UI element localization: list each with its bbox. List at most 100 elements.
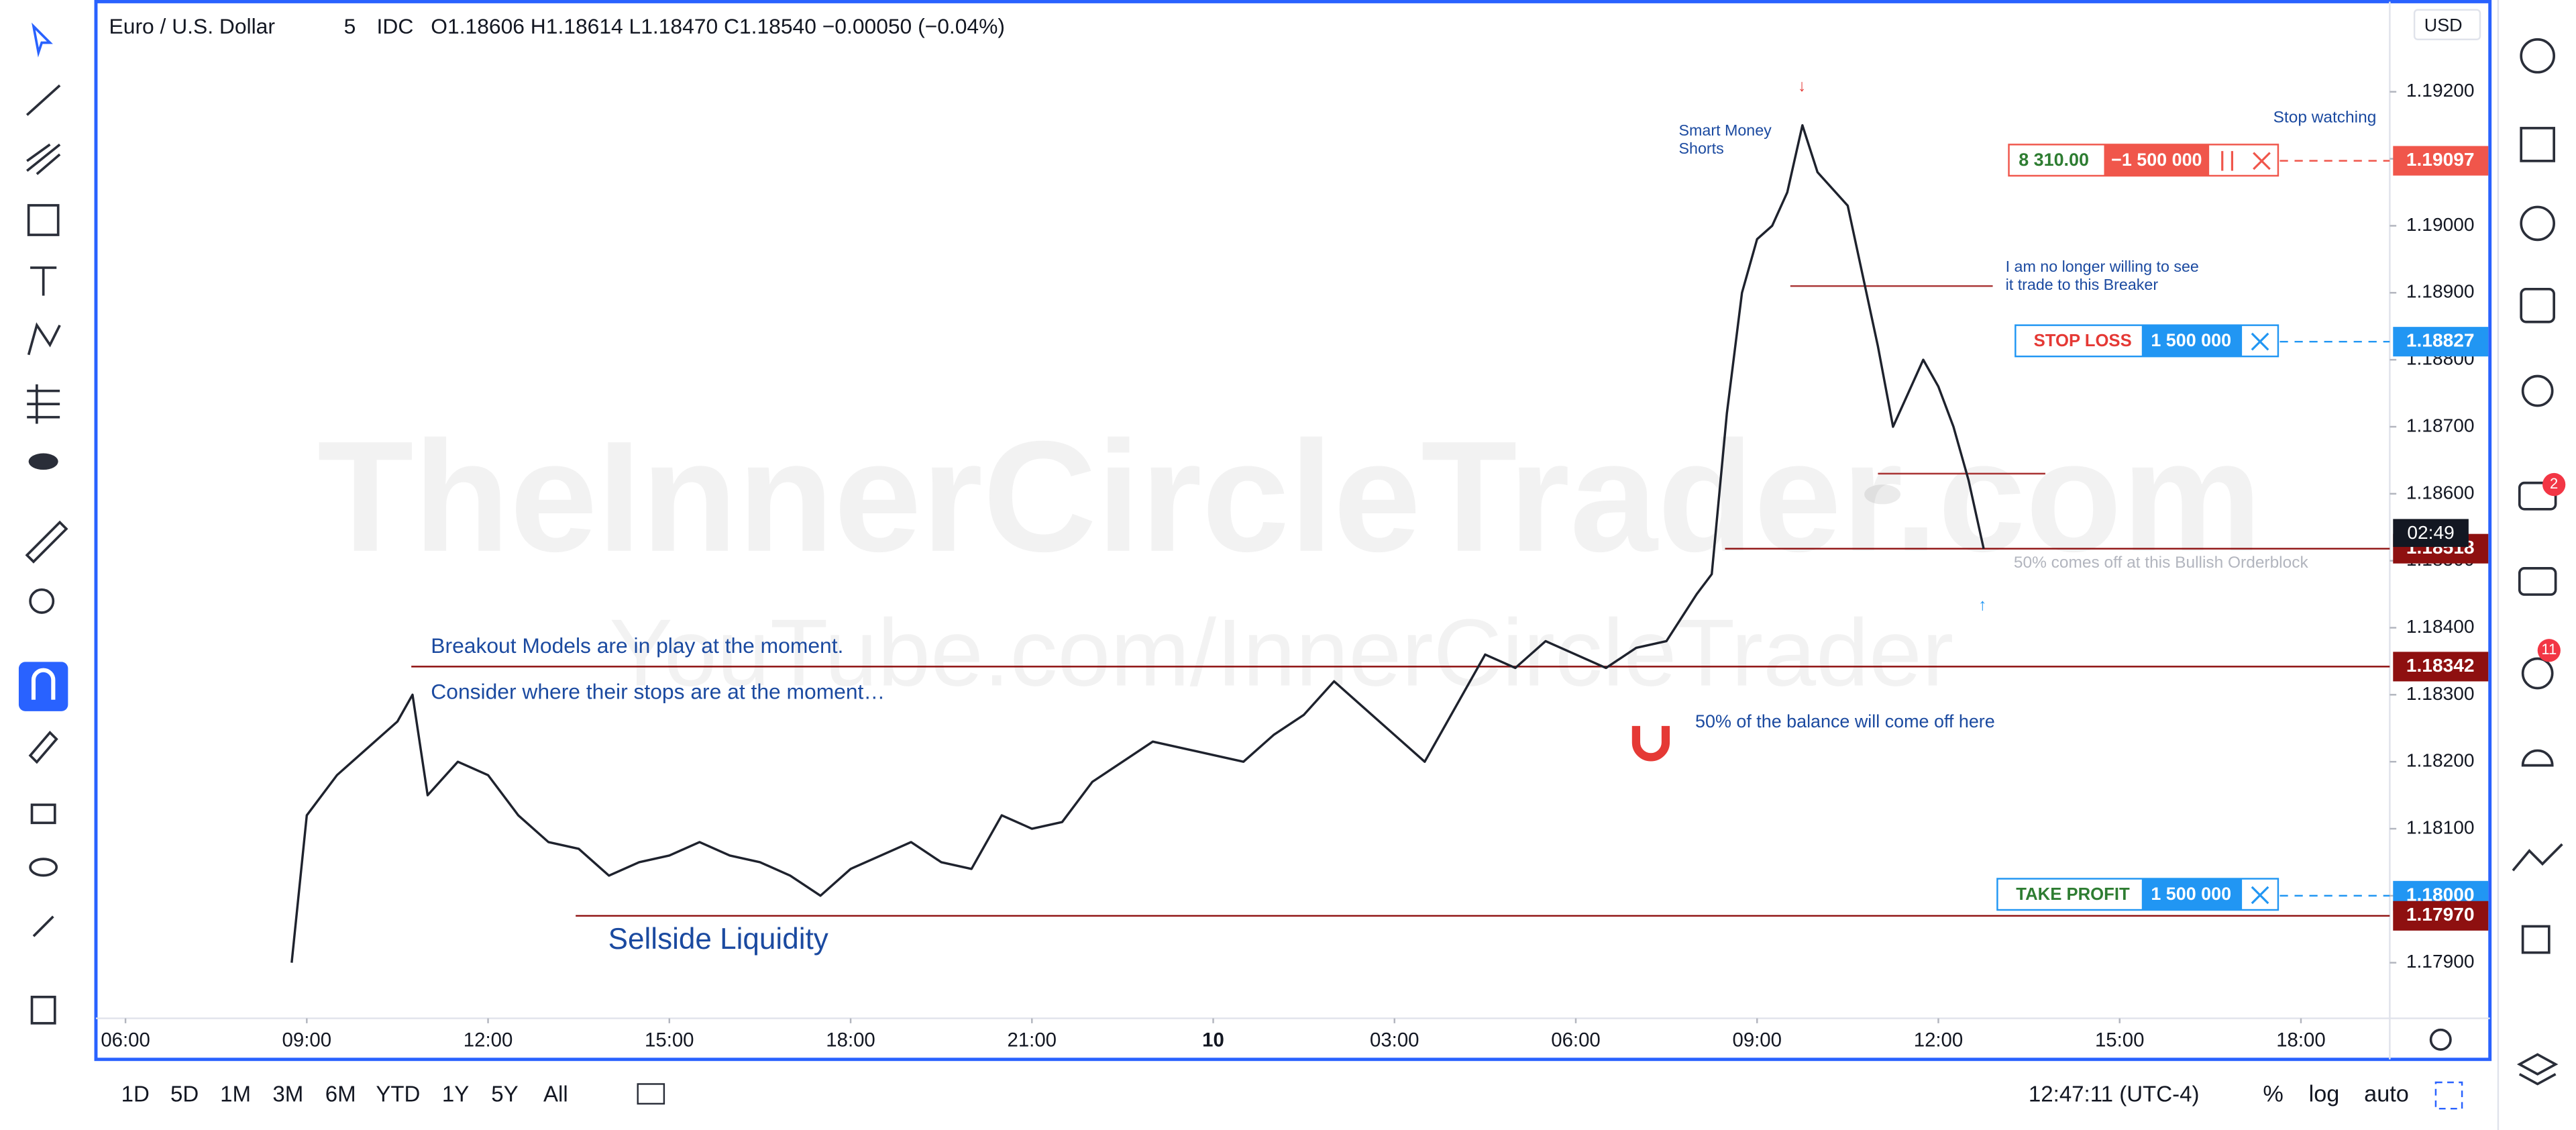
countdown: 02:49 xyxy=(2407,522,2454,543)
watermark: YouTube.com/InnerCircleTrader xyxy=(609,599,1953,706)
annotation: Breakout Models are in play at the momen… xyxy=(431,633,843,658)
calendar-button[interactable] xyxy=(2520,287,2555,323)
hide-tool[interactable] xyxy=(29,858,58,877)
price-tag-label: 1.18827 xyxy=(2406,330,2475,351)
range-button[interactable]: 5D xyxy=(170,1082,199,1107)
pattern-tool[interactable] xyxy=(27,322,61,356)
range-button[interactable]: 5Y xyxy=(491,1082,518,1107)
scale-button[interactable]: % xyxy=(2263,1082,2283,1107)
y-tick-label: 1.18300 xyxy=(2406,683,2475,704)
eye-tool[interactable] xyxy=(28,453,58,470)
price-tag xyxy=(2393,327,2489,357)
annotation: Consider where their stops are at the mo… xyxy=(431,679,885,703)
dom-button[interactable] xyxy=(2521,925,2551,954)
cursor-tool[interactable] xyxy=(32,22,53,58)
stop-loss-panel[interactable]: STOP LOSS 1 500 000 xyxy=(2015,324,2279,358)
y-tick-label: 1.18200 xyxy=(2406,750,2475,771)
y-tick-label: 1.18900 xyxy=(2406,281,2475,302)
settings-button[interactable] xyxy=(2429,1028,2452,1051)
trendline-tool[interactable] xyxy=(25,84,61,116)
watermark: TheInnerCircleTrader.com xyxy=(317,408,2262,584)
streams-button[interactable] xyxy=(2521,657,2554,690)
range-button[interactable]: YTD xyxy=(376,1082,420,1107)
zoom-tool[interactable] xyxy=(29,588,55,614)
chat-button[interactable] xyxy=(2518,481,2557,511)
interval: 5 xyxy=(344,14,356,38)
price-tag xyxy=(2393,146,2489,176)
x-tick-label: 09:00 xyxy=(1733,1029,1782,1051)
price-line-series xyxy=(290,123,1985,963)
fullscreen-button[interactable] xyxy=(2434,1081,2463,1110)
y-tick-label: 1.18100 xyxy=(2406,817,2475,837)
annotation: Sellside Liquidity xyxy=(608,923,828,956)
badge: 2 xyxy=(2550,475,2558,492)
range-button[interactable]: 1D xyxy=(121,1082,150,1107)
range-button[interactable]: All xyxy=(543,1082,568,1107)
notifications-button[interactable] xyxy=(2521,749,2554,767)
compare-button[interactable] xyxy=(637,1083,665,1105)
ideas-button[interactable] xyxy=(2521,374,2554,407)
magnet-icon xyxy=(1631,725,1670,762)
range-button[interactable]: 6M xyxy=(325,1082,356,1107)
ruler-tool[interactable] xyxy=(25,520,68,564)
currency: USD xyxy=(2424,15,2463,35)
price-tag-label: 1.19097 xyxy=(2406,149,2475,170)
range-button[interactable]: 3M xyxy=(272,1082,303,1107)
shape-tool[interactable] xyxy=(27,204,60,236)
position-qty: −1 500 000 xyxy=(2111,150,2202,170)
scale-button[interactable]: log xyxy=(2309,1082,2340,1107)
text-tool[interactable] xyxy=(30,266,57,296)
y-tick-label: 1.17900 xyxy=(2406,951,2475,972)
magnet-tool[interactable] xyxy=(18,662,68,711)
countdown-box xyxy=(2393,519,2469,548)
messages-button[interactable] xyxy=(2518,567,2557,596)
take-profit-qty: 1 500 000 xyxy=(2151,884,2231,904)
alarm-button[interactable] xyxy=(2520,38,2555,74)
prediction-tool[interactable] xyxy=(27,384,60,424)
watchlist-button[interactable] xyxy=(2520,127,2555,162)
annotation: Shorts xyxy=(1679,140,1724,157)
plot xyxy=(290,123,2390,963)
y-tick-label: 1.18700 xyxy=(2406,415,2475,435)
eye-icon xyxy=(1864,484,1900,505)
chart-button[interactable] xyxy=(2520,205,2555,242)
lock-tool[interactable] xyxy=(30,803,56,825)
price-tag-label: 1.18342 xyxy=(2406,655,2475,676)
annotation: Stop watching xyxy=(2273,109,2377,127)
position-pnl: 8 310.00 xyxy=(2019,150,2089,170)
range-button[interactable]: 1M xyxy=(220,1082,251,1107)
arrow: ↓ xyxy=(1798,77,1806,95)
take-profit-panel[interactable]: TAKE PROFIT 1 500 000 xyxy=(1996,878,2279,911)
x-tick-label: 12:00 xyxy=(1914,1029,1963,1051)
stop-loss-label: STOP LOSS xyxy=(2034,331,2132,350)
delete-tool[interactable] xyxy=(30,995,56,1025)
trading-button[interactable] xyxy=(2512,843,2563,872)
chart-frame xyxy=(94,0,2492,1062)
y-tick-label: 1.18600 xyxy=(2406,482,2475,503)
currency-box[interactable] xyxy=(2413,9,2481,40)
range-button[interactable]: 1Y xyxy=(442,1082,469,1107)
bottom-bar: 12:47:11 (UTC-4) 1D 5D 1M 3M 6M YTD 1Y 5Y All% lo… xyxy=(121,1081,2463,1110)
right-sidebar: 2 11 xyxy=(2497,0,2566,1130)
link-tool[interactable] xyxy=(32,915,54,937)
position-panel[interactable]: 8 310.00 −1 500 000 xyxy=(2008,144,2279,177)
scale-button[interactable]: auto xyxy=(2364,1082,2409,1107)
symbol: Euro / U.S. Dollar xyxy=(109,14,276,38)
x-tick-label: 10 xyxy=(1202,1029,1224,1051)
layers-button[interactable] xyxy=(2516,1053,2559,1086)
x-tick-label: 03:00 xyxy=(1370,1029,1419,1051)
fib-tool[interactable] xyxy=(26,143,61,175)
annotation: 50% comes off at this Bullish Orderblock xyxy=(2014,554,2309,572)
arrow: ↑ xyxy=(1978,597,1986,615)
ohlc: O1.18606 H1.18614 L1.18470 C1.18540 −0.0… xyxy=(431,14,1005,38)
annotation: it trade to this Breaker xyxy=(2006,276,2159,293)
left-toolbar xyxy=(1,0,91,1130)
annotation: 50% of the balance will come off here xyxy=(1695,711,1995,731)
x-tick-label: 15:00 xyxy=(2095,1029,2144,1051)
draw-mode-tool[interactable] xyxy=(28,730,58,764)
badge: 11 xyxy=(2541,641,2557,658)
axes: 1.192001.191001.190001.189001.188001.187… xyxy=(101,80,2489,1051)
x-tick-label: 18:00 xyxy=(826,1029,875,1051)
